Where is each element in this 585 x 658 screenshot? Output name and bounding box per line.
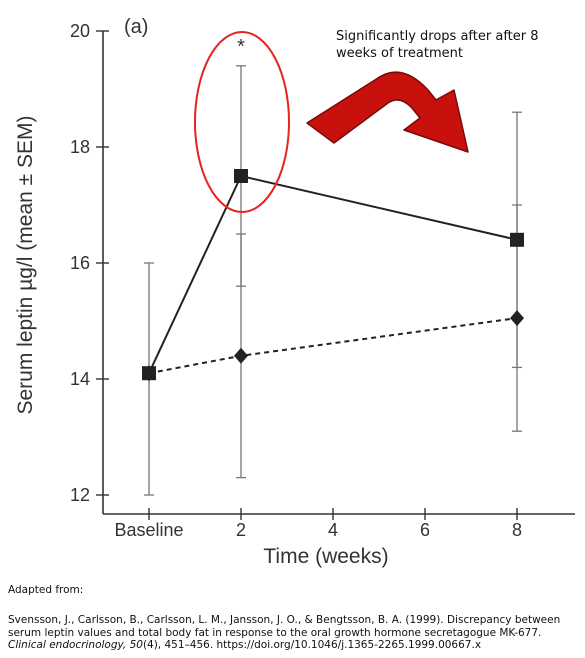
x-axis-title: Time (weeks) (263, 545, 388, 568)
series-line-square (148, 174, 518, 374)
x-tick-label: 4 (328, 520, 338, 540)
panel-label: (a) (124, 16, 149, 38)
x-tick-label: 6 (420, 520, 430, 540)
x-tick-label: Baseline (114, 520, 183, 540)
highlight-ellipse (194, 31, 290, 213)
series-line-diamond (148, 317, 518, 375)
caption-reference: Svensson, J., Carlsson, B., Carlsson, L.… (8, 614, 580, 652)
y-tick-label: 16 (70, 253, 90, 273)
annotation-overlay: * (194, 31, 469, 213)
significance-asterisk: * (237, 36, 245, 58)
data-point-diamond (142, 365, 156, 382)
chart: 12 14 16 18 20 Baseline 2 4 6 8 Time (weeks) Serum … (14, 21, 575, 568)
reference-journal: Clinical endocrinology, 50 (8, 639, 143, 651)
data-point-square (510, 232, 524, 247)
reference-issue-pages: (4), 451–456. https://doi.org/10.1046/j.… (142, 639, 482, 651)
y-tick-label: 20 (70, 21, 90, 41)
data-point-diamond (234, 347, 248, 364)
reference-authors: Svensson, J., Carlsson, B., Carlsson, L.… (8, 614, 561, 639)
y-tick-label: 12 (70, 485, 90, 505)
axes: 12 14 16 18 20 Baseline 2 4 6 8 Time (weeks) Serum … (14, 21, 575, 568)
x-tick-label: 8 (512, 520, 522, 540)
data-point-square (234, 169, 248, 183)
y-tick-label: 18 (70, 137, 90, 157)
y-tick-label: 14 (70, 369, 90, 389)
y-axis-title: Serum leptin µg/l (mean ± SEM) (14, 115, 37, 414)
x-tick-label: 2 (236, 520, 246, 540)
series-lines (148, 174, 518, 375)
data-point-diamond (510, 310, 524, 327)
curved-arrow-icon (306, 71, 469, 153)
annotation-text: Significantly drops after after 8 weeks … (336, 29, 539, 61)
series-markers (142, 169, 524, 382)
caption-adapted-from: Adapted from: (8, 584, 84, 596)
